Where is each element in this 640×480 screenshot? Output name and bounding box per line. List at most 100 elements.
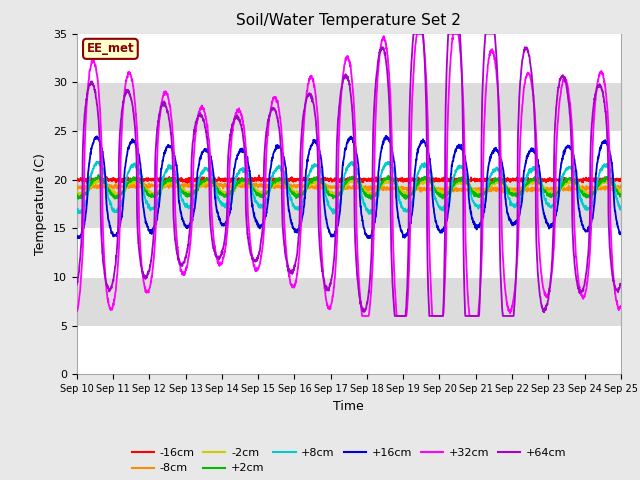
+8cm (584, 206, 592, 212)
+2cm (402, 196, 410, 202)
+64cm (365, 294, 372, 300)
-2cm (570, 178, 577, 184)
+64cm (584, 251, 592, 256)
+16cm (570, 152, 577, 158)
X-axis label: Time: Time (333, 400, 364, 413)
+16cm (376, 153, 384, 159)
Line: +32cm: +32cm (77, 34, 621, 316)
+64cm (225, 149, 232, 155)
Bar (77, 34, 621, 82)
+16cm (584, 224, 592, 230)
-2cm (617, 191, 625, 196)
-8cm (376, 185, 384, 191)
-2cm (225, 191, 232, 196)
-16cm (617, 177, 625, 183)
+16cm (73, 234, 81, 240)
+32cm (225, 214, 232, 220)
+64cm (570, 241, 577, 247)
+64cm (508, 313, 515, 319)
-2cm (365, 190, 372, 195)
-16cm (84, 180, 92, 186)
Bar (77, 326, 621, 374)
+8cm (365, 211, 373, 217)
-8cm (617, 183, 625, 189)
Title: Soil/Water Temperature Set 2: Soil/Water Temperature Set 2 (236, 13, 461, 28)
-16cm (584, 178, 592, 183)
+8cm (617, 207, 625, 213)
-8cm (195, 180, 203, 185)
Line: +2cm: +2cm (77, 175, 621, 199)
-16cm (570, 179, 577, 185)
-8cm (584, 184, 592, 190)
+32cm (365, 313, 372, 319)
-2cm (377, 183, 385, 189)
+64cm (73, 282, 81, 288)
Line: +16cm: +16cm (77, 136, 621, 238)
-8cm (508, 187, 515, 193)
Bar (77, 131, 621, 180)
-8cm (73, 183, 81, 189)
+2cm (570, 177, 577, 183)
+8cm (94, 159, 102, 165)
+32cm (508, 308, 515, 313)
Legend: -16cm, -8cm, -2cm, +2cm, +8cm, +16cm, +32cm, +64cm: -16cm, -8cm, -2cm, +2cm, +8cm, +16cm, +3… (127, 444, 570, 478)
-2cm (240, 176, 248, 182)
+16cm (74, 235, 81, 241)
Bar (77, 82, 621, 131)
-2cm (508, 189, 515, 195)
-16cm (73, 178, 81, 183)
+32cm (73, 308, 81, 313)
+2cm (508, 192, 515, 197)
+2cm (95, 172, 102, 178)
+16cm (225, 212, 232, 218)
-8cm (481, 190, 489, 196)
+16cm (382, 133, 390, 139)
+2cm (376, 182, 384, 188)
Bar (77, 228, 621, 277)
+32cm (413, 31, 420, 36)
+2cm (365, 194, 372, 200)
+16cm (508, 220, 515, 226)
Bar (77, 277, 621, 326)
Text: EE_met: EE_met (86, 42, 134, 55)
+64cm (617, 282, 625, 288)
+16cm (617, 231, 625, 237)
+8cm (73, 206, 81, 212)
-8cm (365, 186, 372, 192)
-16cm (255, 172, 263, 178)
-8cm (225, 183, 232, 189)
-16cm (365, 176, 372, 181)
+32cm (376, 46, 384, 51)
Line: -16cm: -16cm (77, 175, 621, 183)
Y-axis label: Temperature (C): Temperature (C) (35, 153, 47, 255)
-2cm (73, 190, 81, 196)
+32cm (358, 313, 366, 319)
+64cm (376, 47, 384, 53)
Bar (77, 180, 621, 228)
+32cm (584, 268, 592, 274)
+2cm (584, 192, 592, 198)
+8cm (570, 169, 577, 175)
+8cm (377, 174, 385, 180)
+64cm (410, 31, 417, 36)
+32cm (570, 150, 577, 156)
-16cm (225, 177, 232, 183)
+8cm (225, 201, 232, 206)
-2cm (113, 194, 121, 200)
+16cm (365, 235, 372, 241)
+8cm (365, 207, 372, 213)
Line: +64cm: +64cm (77, 34, 621, 316)
Line: -2cm: -2cm (77, 179, 621, 197)
-16cm (377, 176, 385, 182)
Line: -8cm: -8cm (77, 182, 621, 193)
+2cm (617, 192, 625, 197)
+32cm (617, 305, 625, 311)
+8cm (508, 201, 515, 206)
Line: +8cm: +8cm (77, 162, 621, 214)
-16cm (508, 177, 515, 182)
+2cm (73, 192, 81, 197)
-8cm (570, 183, 577, 189)
+2cm (225, 192, 232, 198)
-2cm (584, 190, 592, 195)
+64cm (391, 313, 399, 319)
